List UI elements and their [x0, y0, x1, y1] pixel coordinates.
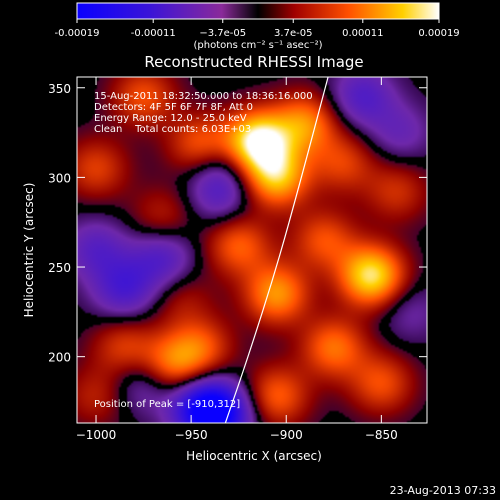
- annotation-clean-counts: Clean Total counts: 6.03E+03: [94, 124, 251, 135]
- colorbar-gradient: [76, 2, 440, 20]
- colorbar: -0.00019 -0.00011 −3.7e-05 3.7e-05 0.00011 0.…: [55, 2, 460, 51]
- solar-limb-curve: [224, 77, 329, 423]
- colorbar-ticks: -0.00019 -0.00011 −3.7e-05 3.7e-05 0.00011 0.…: [55, 19, 460, 39]
- y-tick-label: 200: [48, 351, 71, 365]
- heatmap-image: [77, 77, 427, 423]
- annotation-energy-range: Energy Range: 12.0 - 25.0 keV: [94, 113, 247, 124]
- x-tick-label: −850: [365, 428, 398, 442]
- colorbar-tick-label: −3.7e-05: [199, 28, 246, 39]
- plot-frame: [76, 76, 428, 424]
- x-tick-label: −1000: [76, 428, 117, 442]
- colorbar-tick-label: 0.00011: [342, 28, 383, 39]
- x-tick-label: −950: [175, 428, 208, 442]
- colorbar-tick-label: 3.7e-05: [274, 28, 312, 39]
- chart-title: Reconstructed RHESSI Image: [144, 53, 363, 71]
- peak-position-label: Position of Peak = [-910,312]: [94, 399, 240, 410]
- axis-ticks: −1000 −950 −900 −850 200 250 300 350: [48, 77, 427, 442]
- colorbar-label: (photons cm⁻² s⁻¹ asec⁻²): [193, 40, 322, 51]
- x-axis-label: Heliocentric X (arcsec): [186, 449, 322, 463]
- colorbar-tick-label: 0.00019: [418, 28, 459, 39]
- y-tick-label: 300: [48, 171, 71, 185]
- y-tick-label: 350: [48, 82, 71, 96]
- x-tick-label: −900: [270, 428, 303, 442]
- plot-area: −1000 −950 −900 −850 200 250 300 350: [48, 76, 428, 442]
- y-axis-label: Heliocentric Y (arcsec): [22, 183, 36, 318]
- footer-timestamp: 23-Aug-2013 07:33: [390, 484, 496, 497]
- y-tick-label: 250: [48, 261, 71, 275]
- colorbar-tick-label: -0.00019: [55, 28, 100, 39]
- annotation-time-range: 15-Aug-2011 18:32:50.000 to 18:36:16.000: [94, 91, 313, 102]
- colorbar-tick-label: -0.00011: [131, 28, 176, 39]
- observation-annotations: 15-Aug-2011 18:32:50.000 to 18:36:16.000…: [94, 91, 313, 410]
- annotation-detectors: Detectors: 4F 5F 6F 7F 8F, Att 0: [94, 102, 253, 113]
